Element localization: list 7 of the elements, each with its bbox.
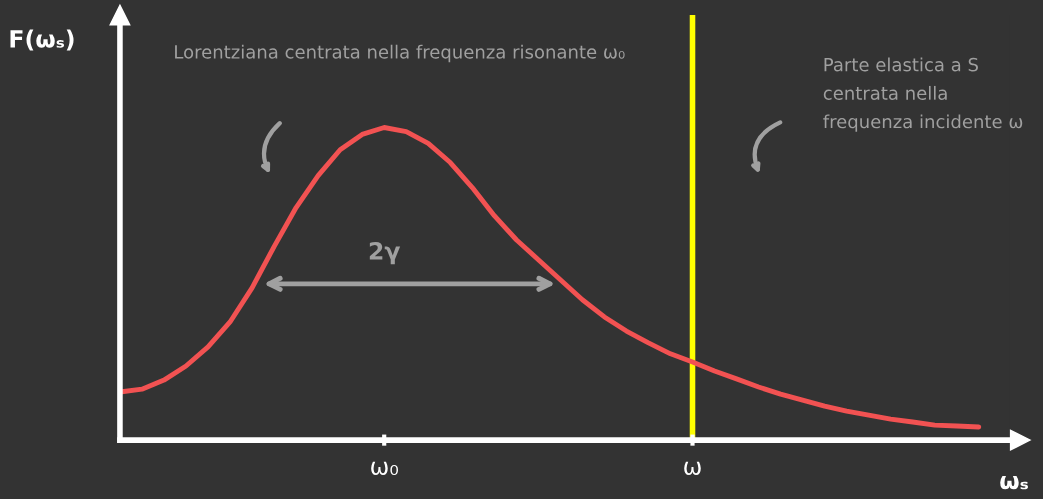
x-tick-label: ω bbox=[684, 461, 701, 476]
y-axis-title: F(ωₛ) bbox=[10, 29, 74, 51]
annotation: 2γ bbox=[369, 241, 401, 265]
annotation: Parte elastica a S centrata nella frequenza incidente ω bbox=[823, 57, 1023, 132]
x-tick-label: ω₀ bbox=[371, 461, 399, 476]
text: Lorentziana centrata nella frequenza risonante ω₀ bbox=[175, 44, 625, 63]
x-axis-title: ωₛ bbox=[1000, 476, 1028, 490]
